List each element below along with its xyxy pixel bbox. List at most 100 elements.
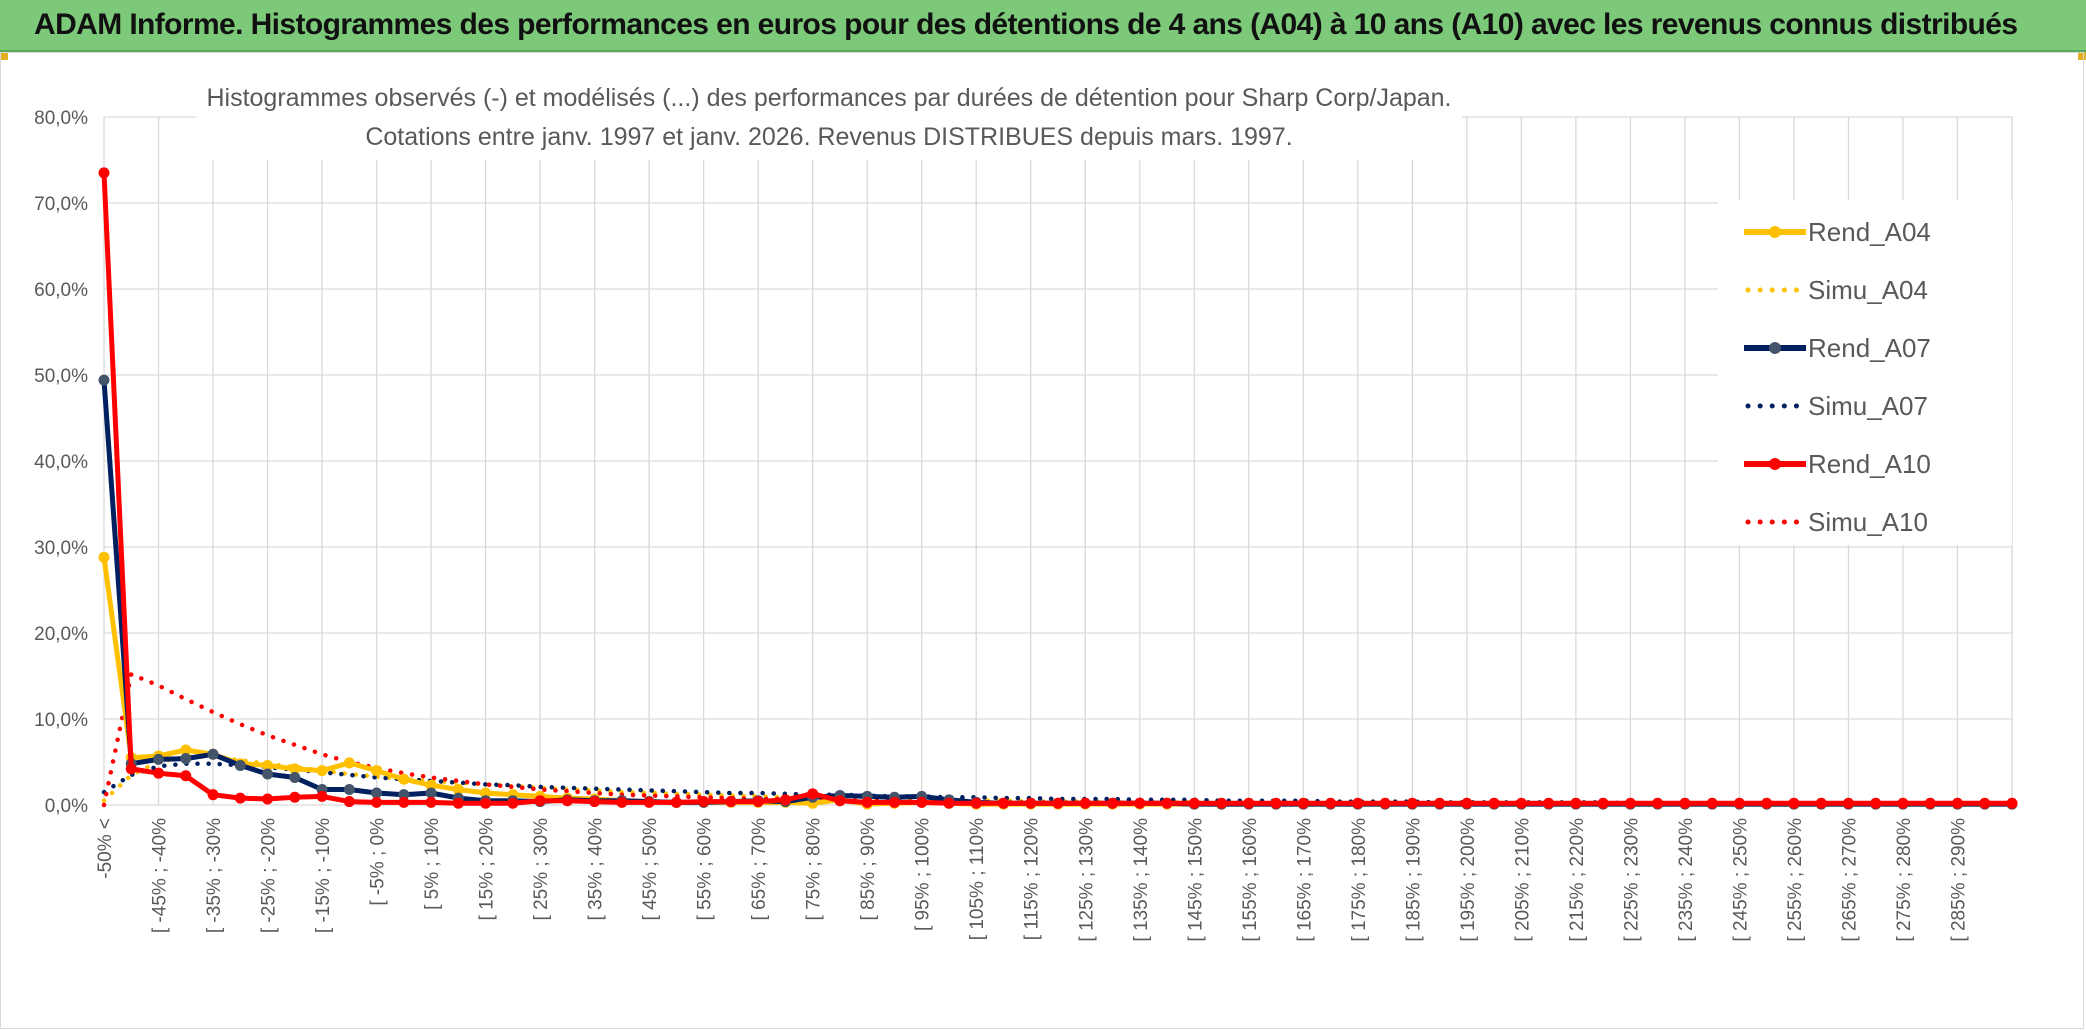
data-point-rend-a10 [1161,797,1173,809]
x-tick-label: [ -5% ; 0% [368,818,389,906]
x-tick-label: [ 245% ; 250% [1730,818,1751,942]
data-point-rend-a10 [1379,797,1391,809]
x-tick-label: [ 205% ; 210% [1512,818,1533,942]
series-line-rend-a04 [101,556,2012,807]
x-tick-label: [ -15% ; -10% [313,818,334,933]
legend-label-simu-a07: Simu_A07 [1808,391,1928,421]
data-point-rend-a10 [398,796,410,808]
y-tick-label: 80,0% [34,108,88,129]
data-point-rend-a10 [153,767,165,779]
data-point-rend-a10 [343,796,355,808]
data-point-rend-a10 [1897,797,1909,809]
data-point-rend-a10 [1706,797,1718,809]
data-point-rend-a10 [1924,797,1936,809]
x-tick-label: [ 175% ; 180% [1349,818,1370,942]
data-point-rend-a10 [589,796,601,808]
data-point-rend-a04 [289,763,301,775]
data-point-rend-a10 [98,167,110,179]
legend-label-simu-a10: Simu_A10 [1808,507,1928,537]
data-point-rend-a07 [425,787,437,799]
x-tick-label: [ 225% ; 230% [1621,818,1642,942]
data-point-rend-a10 [943,797,955,809]
x-tick-label: [ 15% ; 20% [477,818,498,921]
legend-marker-rend-a10 [1769,458,1781,470]
data-point-rend-a04 [480,787,492,799]
data-point-rend-a10 [1188,797,1200,809]
data-point-rend-a10 [1052,797,1064,809]
data-point-rend-a07 [98,374,110,386]
data-point-rend-a10 [452,797,464,809]
data-point-rend-a10 [1570,797,1582,809]
data-point-rend-a10 [1979,797,1991,809]
frame-corner-marker [2078,52,2086,60]
data-point-rend-a10 [207,789,219,801]
data-point-rend-a10 [1216,797,1228,809]
x-tick-label: [ 155% ; 160% [1240,818,1261,942]
x-tick-label: [ 125% ; 130% [1076,818,1097,942]
data-point-rend-a10 [997,797,1009,809]
data-point-rend-a04 [316,765,328,777]
y-tick-label: 10,0% [34,710,88,731]
data-point-rend-a10 [1406,797,1418,809]
x-tick-label: [ 285% ; 290% [1948,818,1969,942]
data-point-rend-a10 [425,796,437,808]
x-tick-label: [ -25% ; -20% [259,818,280,933]
x-tick-label: [ 145% ; 150% [1185,818,1206,942]
data-point-rend-a10 [1515,797,1527,809]
chart-frame [0,52,2084,1029]
series-line-simu-a04 [101,754,2015,807]
data-point-rend-a10 [861,796,873,808]
data-point-rend-a07 [180,753,192,765]
data-point-rend-a10 [1951,797,1963,809]
data-point-rend-a07 [262,768,274,780]
data-point-rend-a10 [371,796,383,808]
series-line-simu-a10 [101,671,2015,808]
data-point-rend-a07 [371,787,383,799]
data-point-rend-a10 [643,796,655,808]
data-point-rend-a10 [1243,797,1255,809]
data-point-rend-a04 [398,773,410,785]
x-tick-label: [ -45% ; -40% [150,818,171,933]
data-point-rend-a10 [1679,797,1691,809]
data-point-rend-a10 [316,790,328,802]
data-point-rend-a10 [1297,797,1309,809]
data-point-rend-a10 [1543,797,1555,809]
x-tick-label: [ 265% ; 270% [1839,818,1860,942]
x-tick-label: [ 235% ; 240% [1676,818,1697,942]
x-tick-label: [ 5% ; 10% [422,818,443,910]
x-tick-label: [ 275% ; 280% [1894,818,1915,942]
data-point-rend-a10 [1134,797,1146,809]
data-point-rend-a10 [1025,797,1037,809]
data-point-rend-a10 [888,796,900,808]
x-tick-label: [ 185% ; 190% [1403,818,1424,942]
data-point-rend-a04 [452,784,464,796]
data-point-rend-a07 [398,789,410,801]
x-tick-label: [ 135% ; 140% [1131,818,1152,942]
data-point-rend-a10 [752,796,764,808]
data-point-rend-a10 [1624,797,1636,809]
data-point-rend-a10 [670,796,682,808]
x-tick-label: [ 255% ; 260% [1785,818,1806,942]
data-point-rend-a10 [480,797,492,809]
x-tick-label: -50% < [95,818,116,879]
x-tick-label: [ 25% ; 30% [531,818,552,921]
data-point-rend-a10 [1652,797,1664,809]
data-point-rend-a10 [970,797,982,809]
y-tick-label: 0,0% [45,796,88,817]
x-tick-label: [ 165% ; 170% [1294,818,1315,942]
data-point-rend-a10 [725,796,737,808]
data-point-rend-a04 [262,759,274,771]
legend-label-simu-a04: Simu_A04 [1808,275,1928,305]
data-point-rend-a10 [1733,797,1745,809]
data-point-rend-a10 [1270,797,1282,809]
legend-marker-rend-a07 [1769,342,1781,354]
data-point-rend-a10 [1761,797,1773,809]
report-title: ADAM Informe. Histogrammes des performan… [34,8,2018,41]
legend-background [1718,200,2012,545]
y-tick-label: 20,0% [34,624,88,645]
legend-label-rend-a07: Rend_A07 [1808,333,1931,363]
legend-marker-rend-a04 [1769,226,1781,238]
data-point-rend-a10 [1488,797,1500,809]
data-point-rend-a10 [1107,797,1119,809]
